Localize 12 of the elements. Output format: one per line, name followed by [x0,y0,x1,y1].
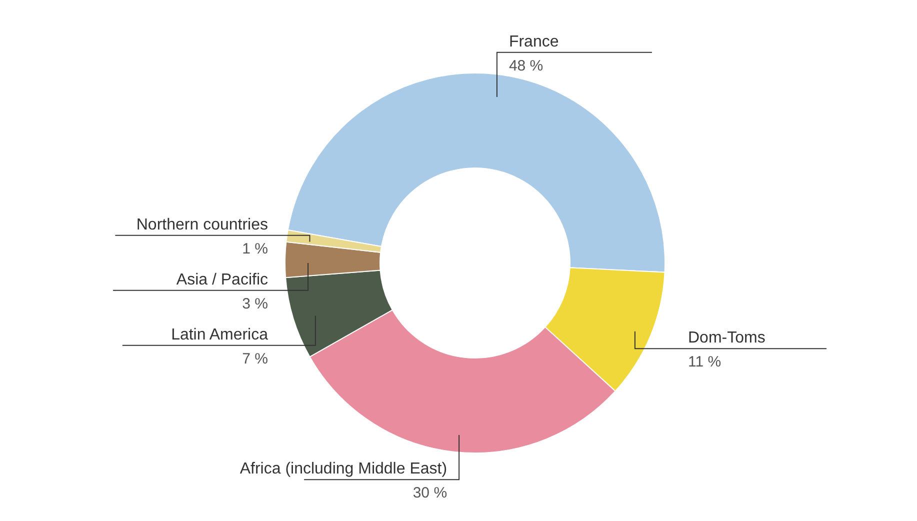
data-label: 3 % [242,295,268,312]
slice-label: Northern countries [136,216,268,234]
data-label: 11 % [688,354,722,371]
slice-label: Africa (including Middle East) [240,460,448,478]
slice-label: Dom-Toms [688,330,766,347]
data-label: 7 % [242,350,268,368]
data-label: 48 % [508,57,544,74]
slice-label: Asia / Pacific [176,271,268,288]
slice-label: Latin America [171,326,268,344]
data-label: 30 % [412,484,448,502]
data-label: 1 % [242,240,268,258]
slice-label: France [508,33,559,50]
